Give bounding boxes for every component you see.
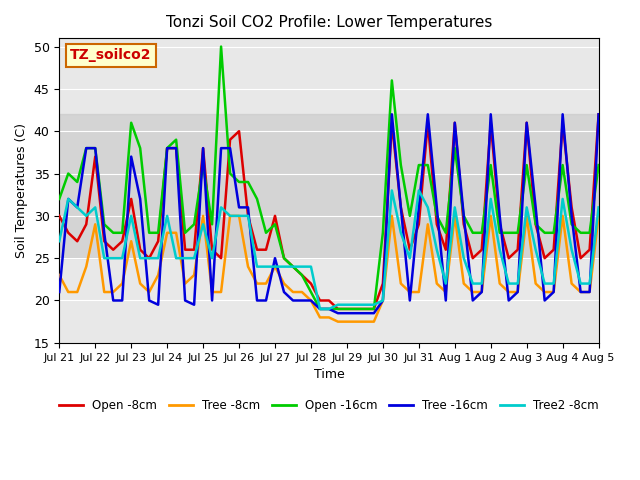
Y-axis label: Soil Temperatures (C): Soil Temperatures (C) [15,123,28,258]
Text: TZ_soilco2: TZ_soilco2 [70,48,152,62]
Title: Tonzi Soil CO2 Profile: Lower Temperatures: Tonzi Soil CO2 Profile: Lower Temperatur… [166,15,492,30]
Bar [60,114,598,258]
Legend: Open -8cm, Tree -8cm, Open -16cm, Tree -16cm, Tree2 -8cm: Open -8cm, Tree -8cm, Open -16cm, Tree -… [54,395,604,417]
X-axis label: Time: Time [314,368,344,381]
